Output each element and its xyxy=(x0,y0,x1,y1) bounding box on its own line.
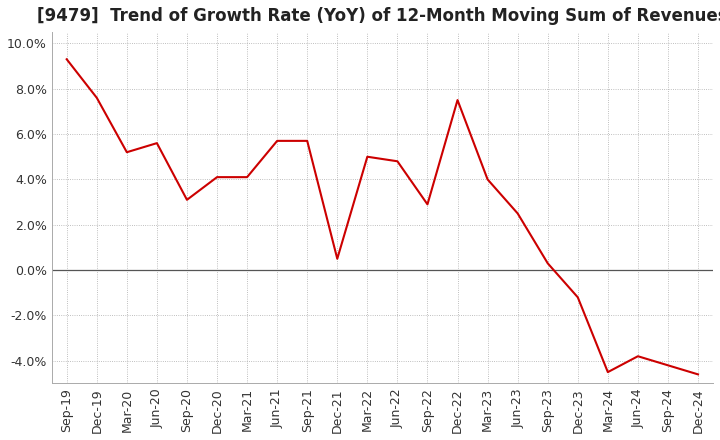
Title: [9479]  Trend of Growth Rate (YoY) of 12-Month Moving Sum of Revenues: [9479] Trend of Growth Rate (YoY) of 12-… xyxy=(37,7,720,25)
